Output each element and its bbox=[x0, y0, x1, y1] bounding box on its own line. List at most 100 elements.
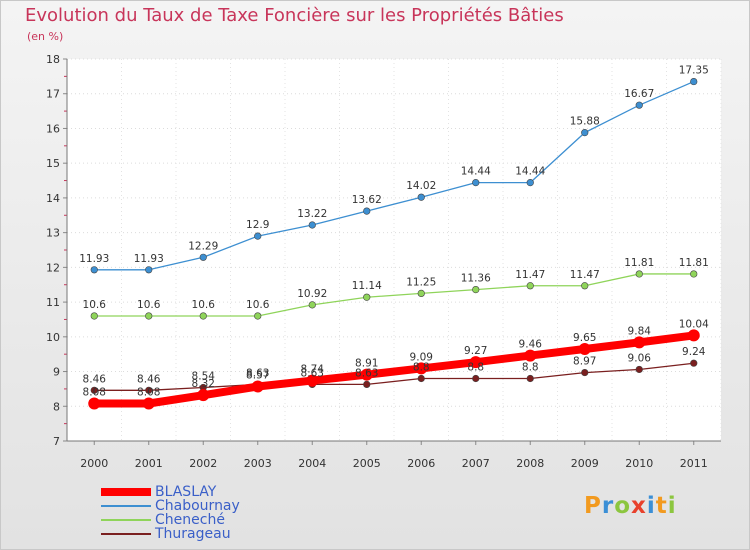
legend-item: BLASLAY bbox=[101, 485, 240, 499]
x-tick-label: 2009 bbox=[571, 457, 599, 470]
legend-swatch bbox=[101, 505, 151, 507]
data-point bbox=[578, 342, 591, 355]
x-tick-label: 2006 bbox=[407, 457, 435, 470]
x-tick-label: 2011 bbox=[680, 457, 708, 470]
data-label: 8.63 bbox=[246, 367, 269, 379]
data-point bbox=[142, 397, 155, 410]
data-label: 12.29 bbox=[188, 240, 218, 252]
y-tick-label: 9 bbox=[53, 366, 60, 379]
legend-label: Chabournay bbox=[155, 498, 240, 514]
data-point bbox=[635, 101, 643, 109]
data-label: 10.6 bbox=[192, 299, 216, 311]
data-label: 9.09 bbox=[410, 351, 433, 363]
data-label: 9.24 bbox=[682, 346, 706, 358]
data-label: 8.74 bbox=[301, 364, 325, 376]
x-tick-label: 2010 bbox=[625, 457, 653, 470]
data-label: 8.57 bbox=[246, 369, 269, 381]
data-label: 8.08 bbox=[83, 386, 106, 398]
data-point bbox=[472, 285, 480, 294]
data-label: 11.14 bbox=[352, 280, 382, 292]
y-tick-label: 17 bbox=[46, 88, 60, 101]
series-line-2 bbox=[94, 273, 694, 317]
data-label: 8.54 bbox=[192, 371, 216, 383]
series-line-0 bbox=[94, 331, 695, 408]
data-label: 8.63 bbox=[301, 367, 324, 379]
data-point bbox=[363, 293, 371, 301]
data-label: 10.04 bbox=[679, 318, 709, 330]
data-point bbox=[526, 374, 534, 383]
y-tick-label: 12 bbox=[46, 261, 60, 274]
data-label: 11.93 bbox=[134, 253, 164, 265]
data-label: 10.6 bbox=[246, 299, 270, 311]
y-tick-label: 14 bbox=[46, 192, 60, 205]
data-point bbox=[472, 374, 480, 383]
data-label: 8.46 bbox=[137, 373, 161, 385]
data-point bbox=[254, 312, 262, 320]
data-label: 11.81 bbox=[679, 257, 709, 269]
data-point bbox=[308, 301, 316, 309]
series-line-1 bbox=[94, 80, 695, 271]
data-point bbox=[360, 368, 373, 381]
data-label: 8.46 bbox=[83, 373, 107, 385]
data-point bbox=[526, 282, 534, 290]
data-label: 13.22 bbox=[297, 208, 327, 220]
data-point bbox=[417, 289, 425, 298]
data-label: 11.47 bbox=[515, 269, 545, 281]
data-label: 8.8 bbox=[522, 361, 539, 373]
data-label: 11.25 bbox=[406, 276, 436, 288]
data-point bbox=[690, 270, 698, 278]
data-label: 11.81 bbox=[624, 257, 654, 269]
data-label: 8.91 bbox=[355, 358, 378, 370]
legend-label: Cheneché bbox=[155, 512, 225, 528]
data-label: 10.92 bbox=[297, 288, 327, 300]
x-tick-label: 2004 bbox=[298, 457, 326, 470]
data-label: 11.47 bbox=[570, 269, 600, 281]
data-point bbox=[251, 380, 264, 393]
y-tick-label: 11 bbox=[46, 296, 60, 309]
data-point bbox=[199, 312, 207, 320]
legend: BLASLAY Chabournay Cheneché Thurageau bbox=[101, 485, 240, 541]
legend-swatch bbox=[101, 519, 151, 521]
legend-label: Thurageau bbox=[155, 526, 231, 542]
data-label: 8.97 bbox=[573, 356, 596, 368]
data-label: 14.02 bbox=[406, 180, 436, 192]
proxiti-logo: Proxiti bbox=[584, 493, 677, 519]
x-tick-label: 2003 bbox=[244, 457, 272, 470]
data-label: 9.27 bbox=[464, 345, 487, 357]
data-point bbox=[687, 329, 700, 342]
data-label: 14.44 bbox=[461, 166, 491, 178]
data-label: 8.32 bbox=[192, 378, 215, 390]
data-point bbox=[197, 389, 210, 402]
y-tick-label: 15 bbox=[46, 157, 60, 170]
data-point bbox=[363, 207, 371, 215]
y-tick-label: 16 bbox=[46, 122, 60, 135]
data-point bbox=[145, 266, 153, 274]
legend-item: Cheneché bbox=[101, 513, 240, 527]
data-point bbox=[308, 221, 316, 229]
data-label: 8.8 bbox=[467, 361, 484, 373]
data-label: 14.44 bbox=[515, 166, 545, 178]
x-tick-label: 2007 bbox=[462, 457, 490, 470]
data-label: 16.67 bbox=[624, 88, 654, 100]
data-point bbox=[469, 356, 482, 369]
data-label: 8.08 bbox=[137, 386, 160, 398]
data-label: 11.36 bbox=[461, 273, 491, 285]
legend-label: BLASLAY bbox=[155, 484, 217, 500]
data-point bbox=[690, 359, 698, 367]
data-label: 8.8 bbox=[413, 361, 430, 373]
data-point bbox=[690, 77, 698, 86]
y-tick-label: 8 bbox=[53, 400, 60, 413]
data-point bbox=[90, 386, 98, 394]
data-label: 9.06 bbox=[628, 352, 652, 364]
data-point bbox=[581, 368, 589, 377]
x-tick-label: 2002 bbox=[189, 457, 217, 470]
data-point bbox=[254, 232, 262, 240]
y-tick-label: 10 bbox=[46, 331, 60, 344]
legend-swatch bbox=[101, 533, 151, 535]
data-label: 9.84 bbox=[628, 325, 652, 337]
plot-area bbox=[67, 59, 721, 441]
data-point bbox=[88, 397, 101, 410]
y-tick-label: 7 bbox=[53, 435, 60, 448]
chart-title: Evolution du Taux de Taxe Foncière sur l… bbox=[25, 5, 564, 26]
